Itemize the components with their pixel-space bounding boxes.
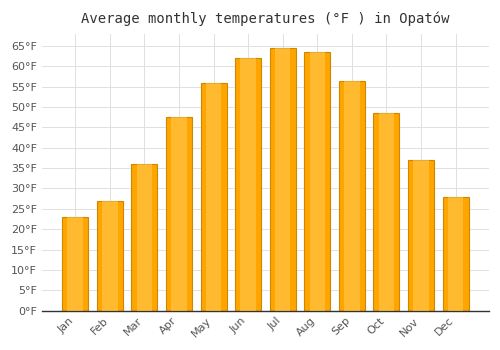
Bar (344, 80, 360, 310)
Title: Average monthly temperatures (°F ) in Opatów: Average monthly temperatures (°F ) in Op… (81, 11, 450, 26)
Bar (240, 58, 256, 310)
Bar (310, 52, 325, 310)
Bar (408, 160, 434, 310)
Bar (171, 117, 187, 310)
Bar (200, 83, 226, 310)
Bar (448, 197, 464, 310)
Bar (270, 48, 295, 310)
Bar (275, 48, 290, 310)
Bar (442, 197, 468, 310)
Bar (235, 58, 261, 310)
Bar (374, 113, 400, 310)
Bar (166, 117, 192, 310)
Bar (97, 201, 123, 310)
Bar (68, 217, 83, 310)
Bar (414, 160, 429, 310)
Bar (378, 113, 394, 310)
Bar (339, 80, 365, 310)
Bar (62, 217, 88, 310)
Bar (102, 201, 118, 310)
Bar (136, 164, 152, 310)
Bar (206, 83, 222, 310)
Bar (304, 52, 330, 310)
Bar (132, 164, 158, 310)
